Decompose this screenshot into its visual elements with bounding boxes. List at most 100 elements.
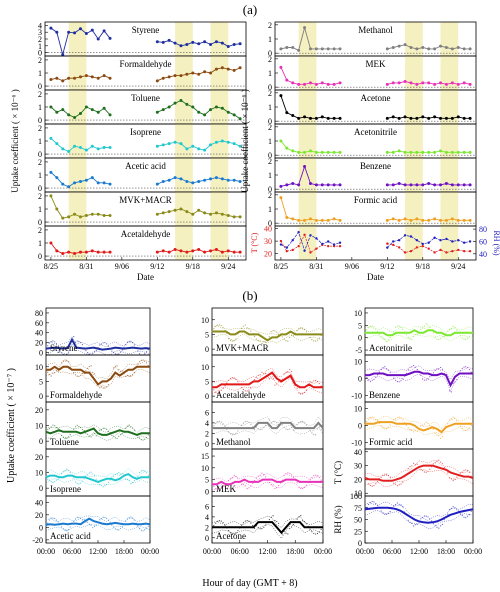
- x-tick-label: 9/06: [115, 262, 129, 271]
- scatter-point: [407, 368, 409, 370]
- data-point: [338, 150, 342, 154]
- scatter-point: [241, 424, 243, 427]
- y-tick-label: 30: [354, 462, 362, 471]
- scatter-point: [315, 434, 317, 436]
- subplot-isoprene: 0 10 20 Isoprene: [35, 448, 151, 497]
- data-point: [285, 78, 289, 82]
- scatter-point: [395, 503, 397, 506]
- data-point: [468, 218, 472, 222]
- series-label-acetonitrile: Acetonitrile: [369, 343, 412, 353]
- data-point: [161, 211, 165, 215]
- scatter-point: [78, 426, 80, 428]
- scatter-point: [371, 485, 373, 487]
- scatter-point: [429, 326, 431, 328]
- scatter-point: [140, 529, 142, 531]
- scatter-point: [375, 418, 377, 421]
- scatter-point: [263, 341, 265, 343]
- data-point: [61, 147, 65, 151]
- scatter-point: [270, 422, 272, 424]
- data-point: [462, 249, 466, 253]
- data-point: [320, 183, 324, 187]
- mean-line-rh: [364, 506, 474, 524]
- scatter-point: [100, 386, 103, 388]
- scatter-point: [92, 473, 94, 475]
- scatter-point: [283, 426, 285, 428]
- data-point: [232, 250, 236, 254]
- scatter-point: [250, 423, 252, 425]
- x-tick-label: 18:00: [115, 547, 133, 556]
- data-point: [102, 74, 106, 78]
- scatter-point: [309, 528, 311, 530]
- data-point: [279, 196, 283, 200]
- scatter-point: [54, 425, 56, 427]
- scatter-point: [99, 484, 101, 486]
- data-point: [403, 251, 407, 254]
- scatter-point: [387, 369, 389, 371]
- scatter-point: [90, 365, 92, 367]
- scatter-point: [99, 344, 101, 346]
- scatter-point: [290, 526, 293, 528]
- scatter-point: [114, 473, 116, 475]
- data-point: [462, 241, 466, 244]
- range-upper-acetone: [211, 515, 324, 528]
- shaded-period: [405, 226, 423, 260]
- scatter-point: [416, 523, 418, 525]
- data-point: [226, 214, 230, 218]
- scatter-point: [220, 389, 222, 391]
- series-label-formaldehyde: Formaldehyde: [50, 390, 102, 400]
- scatter-point: [126, 341, 129, 343]
- subplot-formic-acid: -10 0 10 Formic acid: [351, 401, 474, 450]
- data-point: [291, 217, 295, 221]
- scatter-point: [142, 530, 144, 532]
- y-tick-label: 1: [268, 103, 272, 112]
- scatter-point: [116, 529, 118, 531]
- data-point: [102, 29, 106, 33]
- scatter-point: [133, 344, 135, 346]
- shaded-period: [405, 124, 423, 158]
- data-point: [203, 40, 207, 44]
- scatter-point: [296, 482, 298, 484]
- scatter-point: [285, 472, 287, 475]
- scatter-point: [461, 427, 463, 430]
- scatter-point: [47, 371, 49, 373]
- scatter-point: [300, 515, 302, 517]
- scatter-point: [61, 473, 63, 475]
- data-point: [214, 67, 218, 71]
- scatter-point: [382, 367, 384, 369]
- scatter-point: [137, 436, 139, 438]
- series-label-formic-acid: Formic acid: [354, 195, 398, 205]
- data-point: [155, 144, 159, 148]
- scatter-point: [398, 381, 400, 383]
- data-point: [108, 182, 112, 186]
- scatter-point: [465, 338, 467, 340]
- y-tick-label: 20: [35, 406, 43, 415]
- y-tick-label: 20: [35, 339, 43, 348]
- scatter-point: [313, 475, 315, 477]
- scatter-point: [454, 478, 456, 480]
- scatter-point: [95, 478, 97, 480]
- data-point: [155, 212, 159, 216]
- data-point: [415, 239, 419, 242]
- scatter-point: [270, 484, 272, 486]
- scatter-point: [147, 364, 149, 367]
- y-tick-label: 3: [38, 28, 42, 37]
- shaded-period: [68, 56, 87, 90]
- y-tick-label: 5: [205, 330, 209, 339]
- data-point: [90, 249, 94, 253]
- scatter-point: [102, 486, 104, 488]
- scatter-point: [147, 434, 149, 436]
- scatter-point: [434, 462, 436, 464]
- scatter-point: [93, 351, 96, 353]
- scatter-point: [253, 429, 256, 431]
- scatter-point: [414, 524, 416, 526]
- scatter-point: [449, 328, 451, 330]
- scatter-point: [116, 365, 118, 367]
- scatter-point: [126, 518, 129, 520]
- data-point: [155, 110, 159, 114]
- scatter-point: [272, 485, 274, 487]
- data-point: [314, 183, 318, 187]
- scatter-point: [67, 361, 70, 363]
- series-label-styrene: Styrene: [50, 343, 78, 353]
- scatter-point: [316, 428, 319, 430]
